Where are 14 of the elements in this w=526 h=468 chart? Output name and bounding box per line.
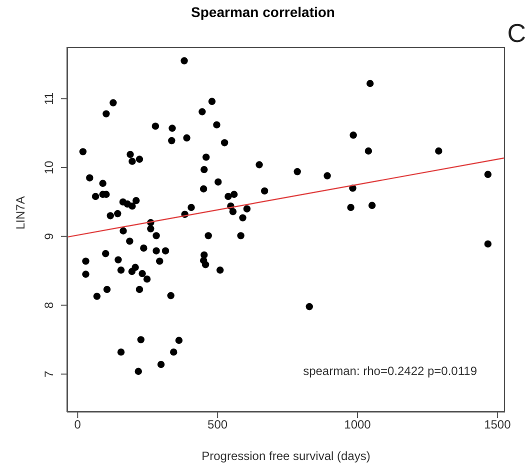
x-tick-label: 1500	[484, 418, 512, 432]
x-axis-title: Progression free survival (days)	[202, 449, 370, 463]
x-tick-label: 0	[74, 418, 82, 432]
x-tick-label: 500	[208, 418, 228, 432]
y-tick-label: 9	[42, 232, 56, 240]
y-tick-label: 11	[42, 92, 56, 105]
text: C	[507, 18, 526, 49]
x-tick-label: 1000	[344, 418, 372, 432]
annotation: spearman: rho=0.2422 p=0.0119	[303, 364, 477, 378]
chart-title: Spearman correlation	[191, 4, 335, 20]
y-axis-title: LIN7A	[13, 196, 28, 230]
y-tick-label: 8	[42, 302, 56, 309]
y-tick-label: 7	[42, 370, 56, 378]
y-tick-label: 10	[42, 160, 56, 174]
